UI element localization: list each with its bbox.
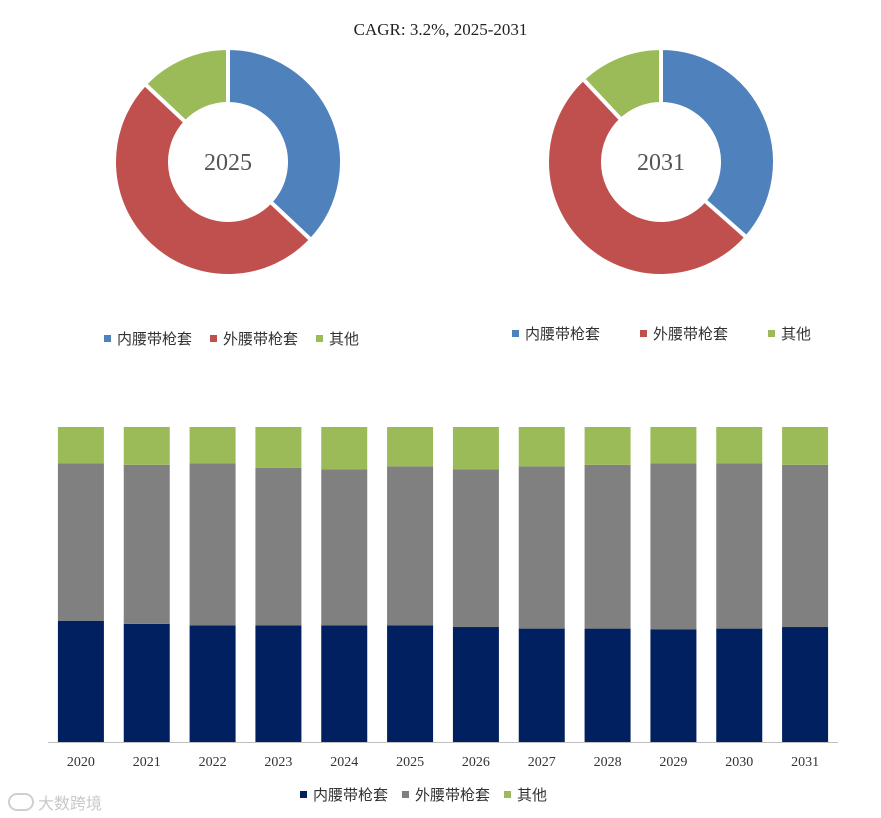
- x-tick-label: 2029: [659, 755, 687, 770]
- legend-swatch-inner: [104, 335, 111, 342]
- legend-label-other: 其他: [781, 325, 812, 343]
- legend-label-inner: 内腰带枪套: [313, 786, 389, 804]
- legend-label-inner: 内腰带枪套: [117, 330, 193, 348]
- bar-segment-inner-2024: [321, 625, 368, 742]
- bar-segment-other-2024: [321, 427, 368, 470]
- bar-segment-outer-2021: [123, 464, 170, 624]
- legend-swatch-inner: [512, 330, 519, 337]
- bar-segment-inner-2020: [57, 620, 104, 742]
- bar-segment-inner-2027: [518, 628, 565, 742]
- bar-segment-inner-2031: [782, 627, 829, 742]
- bar-segment-inner-2021: [123, 623, 170, 742]
- bar-segment-outer-2024: [321, 469, 368, 626]
- watermark-text: 大数跨境: [38, 794, 103, 813]
- donut-center-label: 2031: [637, 150, 685, 176]
- bar-segment-other-2025: [387, 427, 434, 467]
- x-tick-label: 2025: [396, 755, 424, 770]
- legend-donut-2031: 内腰带枪套 外腰带枪套 其他: [512, 323, 811, 344]
- bar-segment-other-2023: [255, 427, 302, 468]
- donut-slice-outer: [112, 81, 314, 278]
- x-tick-label: 2021: [133, 755, 161, 770]
- legend-label-inner: 内腰带枪套: [525, 325, 601, 343]
- donut-center-label: 2025: [204, 150, 252, 176]
- watermark: 大数跨境: [8, 790, 102, 814]
- bar-segment-other-2031: [782, 427, 829, 465]
- bar-segment-outer-2020: [57, 463, 104, 621]
- bar-segment-outer-2029: [650, 463, 697, 630]
- x-tick-label: 2026: [462, 755, 490, 770]
- legend-item-other: 其他: [768, 323, 811, 344]
- bar-segment-outer-2026: [452, 469, 499, 628]
- legend-label-other: 其他: [329, 330, 360, 348]
- legend-item-outer: 外腰带枪套: [210, 328, 298, 349]
- legend-swatch-outer: [210, 335, 218, 342]
- x-tick-label: 2027: [528, 755, 556, 770]
- chart-title: CAGR: 3.2%, 2025-2031: [353, 20, 528, 39]
- bar-segment-outer-2027: [518, 466, 565, 629]
- bar-segment-other-2028: [584, 427, 631, 465]
- legend-item-outer: 外腰带枪套: [640, 323, 728, 344]
- donut-slice-other: [142, 45, 230, 126]
- legend-item-inner: 内腰带枪套: [512, 323, 600, 344]
- legend-swatch-outer: [402, 791, 410, 798]
- bar-segment-inner-2023: [255, 625, 302, 742]
- legend-item-other: 其他: [504, 784, 547, 805]
- bar-segment-outer-2022: [189, 463, 236, 626]
- bar-segment-inner-2029: [650, 629, 697, 742]
- legend-item-other: 其他: [316, 328, 359, 349]
- bar-segment-outer-2031: [782, 464, 829, 628]
- donut-chart-2025: 2025: [112, 45, 344, 278]
- legend-swatch-other: [316, 335, 324, 342]
- legend-swatch-other: [504, 791, 512, 798]
- bar-segment-other-2029: [650, 427, 697, 464]
- x-tick-label: 2020: [67, 755, 95, 770]
- x-tick-label: 2022: [199, 755, 227, 770]
- bar-segment-outer-2025: [387, 466, 434, 626]
- legend-item-inner: 内腰带枪套: [104, 328, 192, 349]
- x-tick-label: 2028: [594, 755, 622, 770]
- legend-swatch-other: [768, 330, 776, 337]
- bar-segment-other-2030: [716, 427, 763, 464]
- bar-segment-outer-2028: [584, 464, 631, 629]
- legend-label-outer: 外腰带枪套: [223, 330, 299, 348]
- legend-bar-chart: 内腰带枪套 外腰带枪套 其他: [300, 784, 547, 805]
- bar-segment-outer-2030: [716, 463, 763, 629]
- bar-segment-other-2027: [518, 427, 565, 467]
- donut-slice-inner: [226, 45, 344, 243]
- bar-segment-other-2021: [123, 427, 170, 465]
- bar-segment-other-2020: [57, 427, 104, 464]
- x-tick-label: 2030: [725, 755, 753, 770]
- legend-label-outer: 外腰带枪套: [415, 786, 491, 804]
- bar-segment-other-2026: [452, 427, 499, 470]
- x-tick-label: 2023: [264, 755, 292, 770]
- bar-segment-outer-2023: [255, 467, 302, 626]
- legend-label-other: 其他: [517, 786, 548, 804]
- x-tick-label: 2024: [330, 755, 358, 770]
- donut-chart-2031: 2031: [545, 45, 777, 278]
- donut-slice-other: [580, 45, 663, 123]
- legend-item-inner: 内腰带枪套: [300, 784, 388, 805]
- legend-swatch-inner: [300, 791, 307, 798]
- legend-swatch-outer: [640, 330, 648, 337]
- donut-slice-outer: [545, 76, 750, 278]
- bar-segment-inner-2025: [387, 625, 434, 742]
- bar-segment-inner-2022: [189, 625, 236, 742]
- donut-slice-inner: [659, 45, 777, 241]
- legend-label-outer: 外腰带枪套: [653, 325, 729, 343]
- bar-segment-inner-2030: [716, 628, 763, 742]
- watermark-logo-icon: [8, 793, 34, 811]
- bar-segment-inner-2026: [452, 627, 499, 742]
- legend-donut-2025: 内腰带枪套 外腰带枪套 其他: [104, 328, 359, 349]
- x-tick-label: 2031: [791, 755, 819, 770]
- bar-segment-inner-2028: [584, 628, 631, 742]
- legend-item-outer: 外腰带枪套: [402, 784, 490, 805]
- bar-segment-other-2022: [189, 427, 236, 464]
